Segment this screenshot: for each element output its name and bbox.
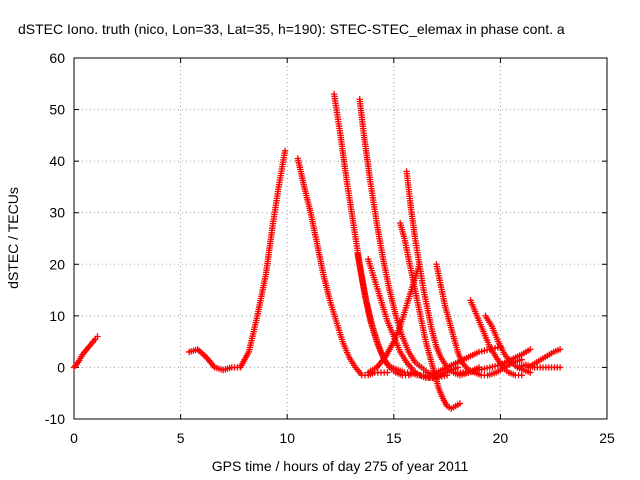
- y-tick-label: -10: [45, 411, 65, 427]
- data-point: [527, 369, 534, 376]
- chart-title: dSTEC Iono. truth (nico, Lon=33, Lat=35,…: [18, 21, 565, 37]
- x-tick-label: 0: [70, 430, 78, 446]
- x-tick-label: 10: [279, 430, 295, 446]
- series-15: [454, 346, 534, 376]
- series-9: [396, 219, 464, 412]
- series-7: [365, 255, 461, 381]
- axis-ticks: 0 5 10 15 20 25 -10 0 10 20 30 40 50 60: [45, 50, 615, 446]
- series-12: [467, 297, 525, 379]
- x-tick-label: 15: [386, 430, 402, 446]
- series-17: [524, 346, 564, 371]
- y-axis-title: dSTEC / TECUs: [5, 187, 21, 289]
- x-tick-label: 20: [493, 430, 509, 446]
- y-tick-label: 60: [49, 50, 65, 66]
- y-tick-label: 20: [49, 256, 65, 272]
- data-point: [556, 346, 564, 353]
- x-tick-label: 25: [599, 430, 615, 446]
- data-point: [281, 147, 289, 155]
- data-point: [556, 364, 564, 371]
- plot-frame: [73, 57, 608, 420]
- data-point: [456, 400, 464, 407]
- data-marks: [70, 90, 564, 412]
- y-tick-label: 30: [49, 205, 65, 221]
- y-tick-label: 40: [49, 153, 65, 169]
- series-2: [185, 147, 289, 374]
- data-point: [497, 343, 504, 350]
- series-1: [70, 333, 101, 371]
- y-tick-label: 0: [57, 359, 65, 375]
- data-point: [384, 369, 391, 376]
- x-axis-title: GPS time / hours of day 275 of year 2011: [212, 458, 469, 474]
- data-point: [94, 333, 101, 340]
- series-14: [422, 343, 504, 381]
- series-10: [403, 168, 483, 379]
- data-point: [527, 346, 534, 353]
- x-tick-label: 5: [177, 430, 185, 446]
- y-tick-label: 10: [49, 308, 65, 324]
- y-tick-label: 50: [49, 102, 65, 118]
- data-point: [518, 371, 525, 379]
